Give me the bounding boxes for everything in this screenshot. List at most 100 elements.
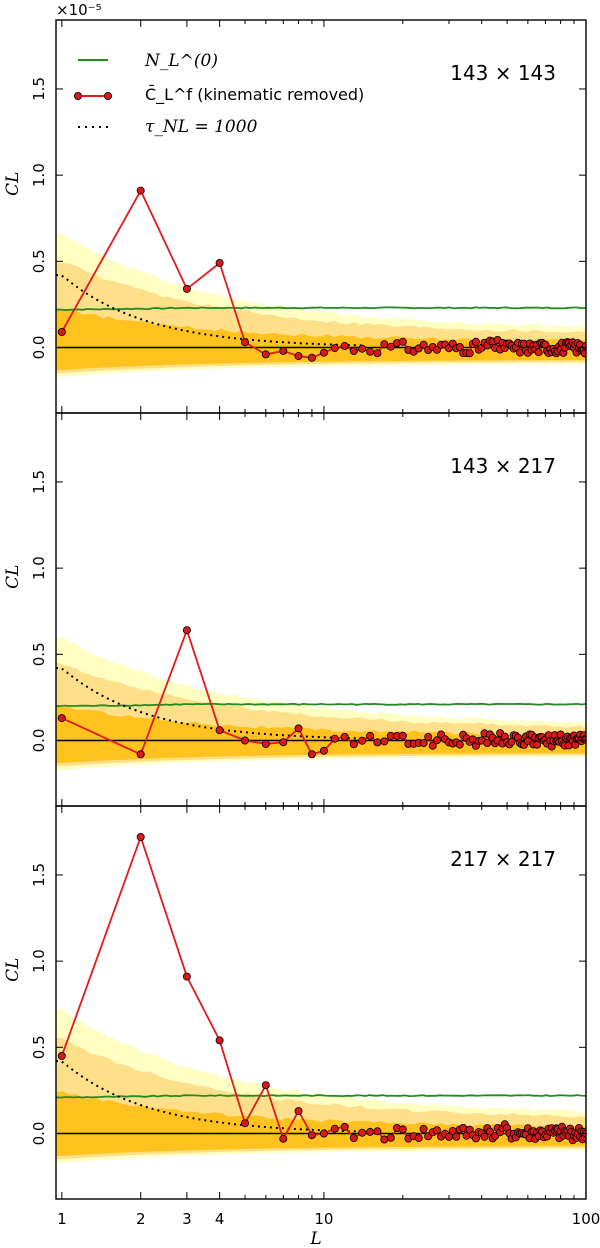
y-tick-label: 0.0 <box>30 336 48 360</box>
data-point <box>480 1132 489 1141</box>
noise-curve <box>56 702 586 708</box>
data-point <box>261 1081 270 1090</box>
data-point <box>366 1127 375 1136</box>
noise-curve <box>56 1094 586 1099</box>
x-tick-label: 100 <box>572 1210 600 1228</box>
data-point <box>240 736 249 745</box>
legend-model-label: τ_NL = 1000 <box>145 117 258 137</box>
data-point <box>240 338 249 347</box>
data-point <box>366 731 375 740</box>
y-tick-label: 0.0 <box>30 1122 48 1146</box>
panel-2: 0.0 0.5 1.0 1.5 CL 143 × 217 <box>3 412 587 807</box>
data-point <box>136 833 145 842</box>
data-point <box>349 346 358 355</box>
data-point <box>580 349 586 358</box>
data-point <box>386 1133 395 1142</box>
data-point <box>307 353 316 362</box>
legend-noise-label: N_L^(0) <box>144 51 218 71</box>
data-point <box>307 750 316 759</box>
data-point <box>398 337 407 346</box>
data-point <box>483 739 492 748</box>
panel-3: 0.0 0.5 1.0 1.5 CL 217 × 217 <box>3 805 587 1200</box>
tau-model-curve <box>56 1060 363 1133</box>
data-point <box>349 1134 358 1143</box>
y-tick-label: 1.0 <box>30 163 48 187</box>
y-tick-label: 0.5 <box>30 642 48 666</box>
data-point <box>386 342 395 351</box>
plot-area <box>56 626 586 770</box>
data-point <box>358 736 367 745</box>
data-point <box>414 1134 423 1143</box>
panel-1: 0.0 0.5 1.0 1.5 CL 143 × 143 <box>3 19 587 414</box>
data-point <box>215 258 224 267</box>
data-point <box>471 337 480 346</box>
y-tick-label: 1.5 <box>30 470 48 494</box>
data-point <box>424 733 433 742</box>
data-point <box>380 1135 389 1144</box>
y-tick-label: 0.5 <box>30 1035 48 1059</box>
noise-curve <box>56 306 586 311</box>
panels: 0.0 0.5 1.0 1.5 CL 143 × 143 0.0 0.5 1.0 1.5 CL 143… <box>3 19 587 1200</box>
x-tick-label: 3 <box>182 1210 192 1228</box>
confidence-band-inner <box>56 705 586 763</box>
panel-title: 143 × 217 <box>450 454 556 478</box>
y-axis-label: CL <box>3 958 23 982</box>
data-point <box>373 1127 382 1136</box>
data-point <box>366 347 375 356</box>
data-point <box>261 350 270 359</box>
data-point <box>330 344 339 353</box>
plot-area <box>56 833 586 1163</box>
y-tick-label: 1.0 <box>30 556 48 580</box>
axes-frame <box>55 805 587 1200</box>
legend-data-label: C̄_L^f (kinematic removed) <box>145 85 364 105</box>
data-point <box>319 1129 328 1138</box>
data-point <box>465 349 474 358</box>
data-point <box>419 340 428 349</box>
data-point <box>330 1124 339 1133</box>
data-point <box>358 344 367 353</box>
x-axis-label: L <box>309 1229 321 1248</box>
data-point <box>455 740 464 749</box>
data-point <box>182 284 191 293</box>
data-point <box>261 739 270 748</box>
y-axis-label: CL <box>3 172 23 196</box>
y-tick-label: 1.5 <box>30 77 48 101</box>
data-point <box>419 1124 428 1133</box>
panel-title: 217 × 217 <box>450 847 556 871</box>
x-tick-label: 10 <box>314 1210 333 1228</box>
legend-data-marker <box>104 92 113 101</box>
y-tick-label: 1.5 <box>30 863 48 887</box>
data-point <box>57 714 66 723</box>
data-point <box>534 348 543 357</box>
data-point <box>398 1125 407 1134</box>
data-point <box>57 1051 66 1060</box>
data-point <box>419 739 428 748</box>
data-point <box>398 731 407 740</box>
plot-area <box>56 186 586 377</box>
data-point <box>485 1127 494 1136</box>
y-multiplier-label: ×10⁻⁵ <box>56 1 102 19</box>
x-tick-label: 4 <box>215 1210 225 1228</box>
data-point <box>294 352 303 361</box>
data-point <box>215 1036 224 1045</box>
tau-model-curve <box>56 667 363 740</box>
data-point <box>428 741 437 750</box>
data-point <box>319 746 328 755</box>
data-point <box>294 1107 303 1116</box>
data-point <box>330 734 339 743</box>
data-point <box>319 348 328 357</box>
y-tick-label: 0.5 <box>30 249 48 273</box>
data-point <box>182 626 191 635</box>
data-point <box>307 1131 316 1140</box>
data-point <box>380 737 389 746</box>
data-point <box>455 342 464 351</box>
x-tick-label: 2 <box>136 1210 146 1228</box>
data-point <box>57 327 66 336</box>
y-axis-label: CL <box>3 565 23 589</box>
legend-data-marker <box>74 92 83 101</box>
data-point <box>340 1122 349 1131</box>
data-point <box>294 724 303 733</box>
data-point <box>240 1119 249 1128</box>
data-point <box>373 738 382 747</box>
